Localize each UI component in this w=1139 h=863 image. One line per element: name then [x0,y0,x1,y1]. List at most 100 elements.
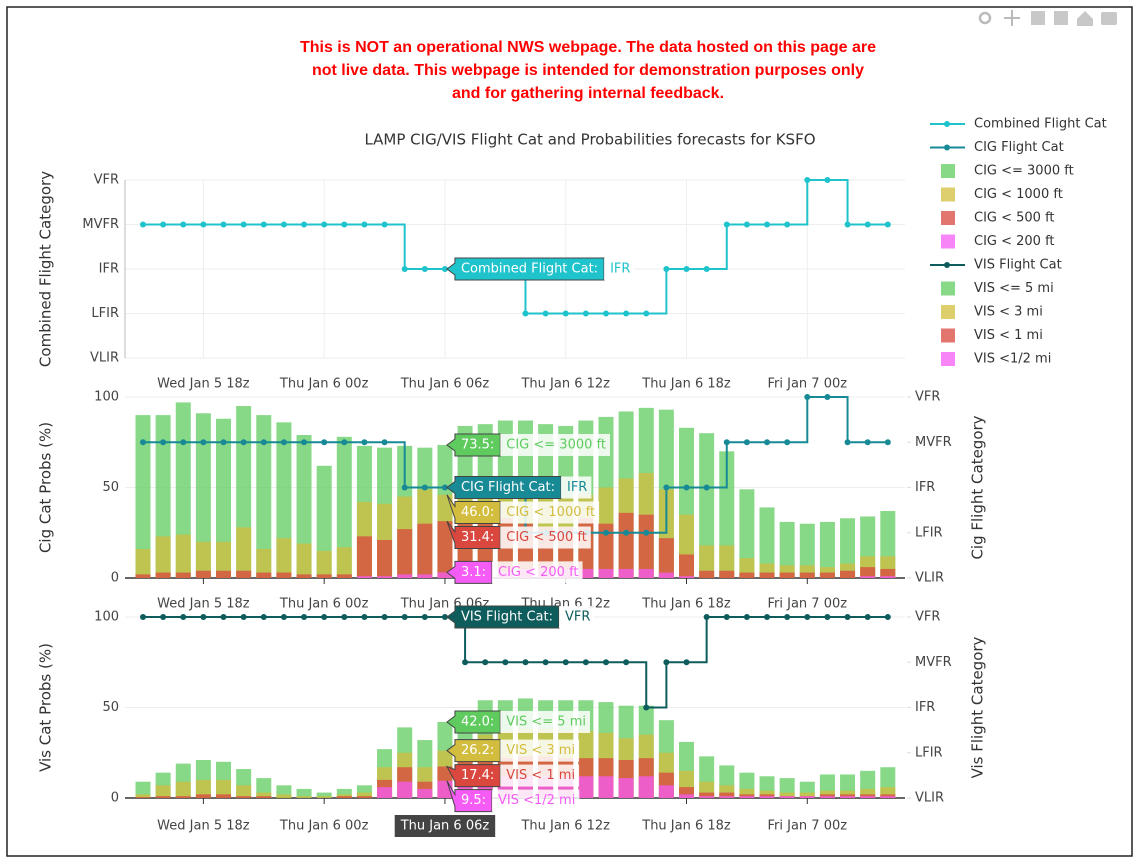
y-tick-label: 50 [102,480,119,495]
bar [618,568,634,578]
hover-label: 73.5: CIG <= 3000 ft [446,433,610,457]
line-point [381,221,388,228]
bar [417,788,433,798]
line-point [401,614,408,620]
bar [658,572,674,578]
bar [276,572,292,578]
line-point [341,221,348,228]
bar [216,570,232,578]
hover-name-bg [492,561,583,584]
line-point [824,177,831,183]
bar [799,796,815,798]
hover-box [446,433,501,457]
y2-tick-label: IFR [915,480,935,495]
bar [779,572,795,578]
hover-name-bg [500,739,580,762]
hover-name: VIS < 1 mi [506,768,575,783]
bar [860,576,876,578]
x-tick-label: Thu Jan 6 00z [279,597,369,612]
pan-icon[interactable] [1004,10,1020,26]
bar [256,415,272,578]
line-point [321,221,328,228]
line-point [421,266,428,272]
hover-label: CIG Flight Cat: IFR [446,476,592,499]
bar [699,433,715,578]
line-point [321,439,328,446]
legend-dot [944,262,950,268]
bar [578,776,594,798]
line-point [220,221,227,228]
bar [195,570,211,578]
bar [236,527,252,578]
line-point [441,614,448,620]
hover-box [446,494,501,524]
line-point [723,439,730,446]
x-tick-label: Thu Jan 6 00z [279,377,369,392]
chart-title: LAMP CIG/VIS Flight Cat and Probabilitie… [364,131,815,149]
line-point [482,659,489,666]
x-tick-label: Thu Jan 6 18z [641,377,731,392]
line-point [160,614,167,620]
y2-axis-title: Vis Flight Category [969,636,987,778]
line-point [884,439,891,446]
zoom-in-icon[interactable] [1031,11,1045,25]
hover-box [446,710,501,734]
bar [860,788,876,798]
legend-swatch [941,281,955,296]
line-point [280,439,287,446]
line-point [160,221,167,228]
bar [336,788,352,798]
bar [417,523,433,578]
y-tick-label: 0 [111,791,119,806]
line-point [864,221,871,228]
bar [155,536,171,578]
hover-name: VIS <1/2 mi [498,793,575,808]
zoom-out-icon[interactable] [1054,11,1068,25]
x-tick-label: Fri Jan 7 00z [768,377,848,392]
bar [135,794,151,798]
hover-name-bg [561,476,592,499]
home-icon[interactable] [1077,11,1093,26]
bar [719,570,735,578]
bar [316,550,332,578]
bar [256,549,272,578]
bar [699,545,715,578]
bar [195,541,211,578]
bar [216,418,232,578]
bar [135,549,151,578]
line-point [784,221,791,228]
legend-swatch [941,187,955,202]
bar [819,521,835,578]
bar [638,514,654,578]
line-point [663,484,670,491]
bar [799,792,815,798]
y2-tick-label: VLIR [915,791,944,806]
hover-label: VIS Flight Cat: VFR [446,605,595,629]
hover-x-text: Thu Jan 6 06z [400,819,490,834]
line-point [462,659,469,666]
line-point [643,310,650,317]
bar [578,568,594,578]
line-point [200,614,207,620]
line-point [764,614,771,620]
bar [216,779,232,798]
bar [256,796,272,798]
y2-axis-title: Cig Flight Category [969,415,987,559]
bar [699,570,715,578]
camera-icon[interactable] [1101,12,1117,25]
line-point [381,614,388,620]
hover-value: 46.0: [461,505,494,520]
y2-tick-label: MVFR [915,435,952,450]
line-point [602,529,609,536]
bar [296,788,312,798]
line-point [421,614,428,620]
bar [679,787,695,798]
line-point [582,659,589,666]
bar [759,796,775,798]
legend-swatch [941,211,955,225]
hover-label: 31.4: CIG < 500 ft [446,520,591,549]
bar [155,572,171,578]
line-point [401,266,408,272]
zoom-icon[interactable] [978,11,992,25]
bar [135,797,151,798]
